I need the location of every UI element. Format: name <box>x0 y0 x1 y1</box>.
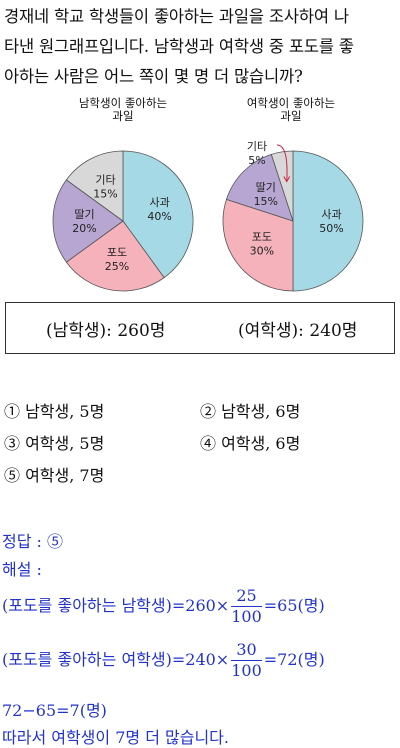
girls-slice-percent-1: 50% <box>319 222 343 235</box>
girls-chart-title-line1: 여학생이 좋아하는 <box>246 96 336 110</box>
girls-chart-title-line2: 과일 <box>280 109 302 123</box>
boys-slice-percent-2: 25% <box>105 260 129 273</box>
question-text: 경재네 학교 학생들이 좋아하는 과일을 조사하여 나 타낸 원그래프입니다. … <box>4 2 398 92</box>
answer-line: 정답 : ⑤ <box>2 532 64 551</box>
girls-slice-label-3: 딸기 <box>256 181 276 194</box>
choice-2[interactable]: ② 남학생, 6명 <box>200 402 301 421</box>
question-line-2: 타낸 원그래프입니다. 남학생과 여학생 중 포도를 좋 <box>4 37 354 56</box>
girls-slice-percent-2: 30% <box>250 245 274 258</box>
question-line-3: 아하는 사람은 어느 쪽이 몇 명 더 많습니까? <box>4 67 303 86</box>
boys-chart-title: 남학생이 좋아하는 과일 <box>58 97 188 123</box>
fraction-numerator: 30 <box>231 640 262 661</box>
boys-slice-percent-1: 40% <box>147 210 171 223</box>
boys-slice-1 <box>122 150 194 279</box>
fraction-denominator: 100 <box>231 607 262 626</box>
boys-slice-label-1: 사과 <box>149 196 169 209</box>
girls-slice-2 <box>222 198 294 292</box>
girls-count: (여학생): 240명 <box>238 320 358 341</box>
choice-3[interactable]: ③ 여학생, 5명 <box>4 434 105 453</box>
fraction-denominator: 100 <box>231 661 262 680</box>
girls-slice-label-2: 포도 <box>252 231 272 244</box>
girls-slice-percent-3: 15% <box>254 195 278 208</box>
boys-chart-title-line1: 남학생이 좋아하는 <box>78 96 168 110</box>
solution-line-4: 따라서 여학생이 7명 더 많습니다. <box>2 728 229 747</box>
fraction-numerator: 25 <box>231 586 262 607</box>
choice-4[interactable]: ④ 여학생, 6명 <box>200 434 301 453</box>
student-count-box: (남학생): 260명 (여학생): 240명 <box>5 302 395 354</box>
fraction-30-over-100: 30 100 <box>231 640 262 681</box>
solution-line-1-suffix: =65(명) <box>263 596 325 615</box>
boys-slice-percent-4: 15% <box>93 188 117 201</box>
choice-5[interactable]: ⑤ 여학생, 7명 <box>4 466 105 485</box>
boys-slice-2 <box>65 220 165 292</box>
fraction-25-over-100: 25 100 <box>231 586 262 627</box>
boys-chart-title-line2: 과일 <box>112 109 134 123</box>
solution-line-1: (포도를 좋아하는 남학생)=260× 25 100 =65(명) <box>2 586 325 627</box>
boys-slice-label-4: 기타 <box>95 174 115 187</box>
solution-line-2-prefix: (포도를 좋아하는 여학생)=240× <box>2 650 230 669</box>
solution-heading: 해설 : <box>2 560 42 579</box>
solution-line-2-suffix: =72(명) <box>263 650 325 669</box>
solution-line-2: (포도를 좋아하는 여학생)=240× 30 100 =72(명) <box>2 640 325 681</box>
solution-line-1-prefix: (포도를 좋아하는 남학생)=260× <box>2 596 230 615</box>
boys-slice-label-2: 포도 <box>107 246 127 259</box>
girls-slice-1 <box>292 150 364 292</box>
girls-slice-percent-4: 5% <box>248 154 265 167</box>
choice-1[interactable]: ① 남학생, 5명 <box>4 402 105 421</box>
boys-slice-label-3: 딸기 <box>74 208 94 221</box>
girls-slice-4 <box>270 150 294 222</box>
boys-slice-4 <box>65 150 124 222</box>
girls-chart-title: 여학생이 좋아하는 과일 <box>226 97 356 123</box>
boys-slice-percent-3: 20% <box>72 222 96 235</box>
girls-slice-label-4: 기타 <box>247 140 267 153</box>
boys-count: (남학생): 260명 <box>46 320 166 341</box>
girls-other-pointer-arrow <box>276 144 288 182</box>
girls-slice-label-1: 사과 <box>321 208 341 221</box>
question-line-1: 경재네 학교 학생들이 좋아하는 과일을 조사하여 나 <box>4 7 349 26</box>
solution-line-3: 72−65=7(명) <box>2 701 107 720</box>
boys-slice-3 <box>52 179 124 263</box>
girls-other-pointer-arrowhead <box>283 176 291 183</box>
